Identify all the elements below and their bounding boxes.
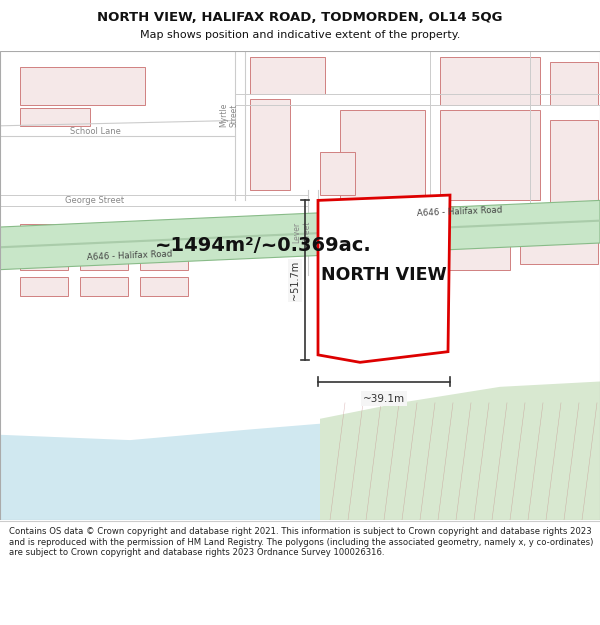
- Polygon shape: [340, 110, 425, 201]
- Polygon shape: [0, 402, 600, 520]
- Text: School Lane: School Lane: [70, 127, 121, 136]
- Text: NORTH VIEW, HALIFAX ROAD, TODMORDEN, OL14 5QG: NORTH VIEW, HALIFAX ROAD, TODMORDEN, OL1…: [97, 11, 503, 24]
- Polygon shape: [550, 62, 598, 104]
- Polygon shape: [440, 57, 540, 104]
- Text: ~51.7m: ~51.7m: [290, 261, 300, 300]
- Polygon shape: [80, 224, 128, 243]
- Polygon shape: [318, 195, 450, 362]
- Polygon shape: [20, 107, 90, 126]
- Text: ~39.1m: ~39.1m: [363, 394, 405, 404]
- Text: ~1494m²/~0.369ac.: ~1494m²/~0.369ac.: [155, 236, 372, 254]
- Polygon shape: [140, 224, 188, 243]
- Polygon shape: [250, 99, 290, 190]
- Text: George Street: George Street: [65, 196, 125, 205]
- Polygon shape: [20, 68, 145, 104]
- Text: Contains OS data © Crown copyright and database right 2021. This information is : Contains OS data © Crown copyright and d…: [9, 528, 593, 557]
- Polygon shape: [520, 211, 598, 264]
- Text: A646 - Halifax Road: A646 - Halifax Road: [417, 206, 503, 218]
- Text: Myrtle
Street: Myrtle Street: [220, 103, 239, 127]
- Polygon shape: [140, 251, 188, 269]
- Text: A646 - Halifax Road: A646 - Halifax Road: [87, 249, 173, 262]
- Polygon shape: [550, 121, 598, 206]
- Polygon shape: [0, 201, 600, 269]
- Polygon shape: [20, 277, 68, 296]
- Polygon shape: [430, 206, 510, 269]
- Polygon shape: [250, 57, 325, 94]
- Polygon shape: [20, 251, 68, 269]
- Polygon shape: [140, 277, 188, 296]
- Polygon shape: [440, 110, 540, 201]
- Text: Map shows position and indicative extent of the property.: Map shows position and indicative extent…: [140, 30, 460, 40]
- Polygon shape: [320, 152, 355, 195]
- Text: Lever
Street: Lever Street: [292, 221, 312, 244]
- Text: NORTH VIEW: NORTH VIEW: [321, 266, 447, 284]
- Polygon shape: [20, 224, 68, 243]
- Polygon shape: [80, 251, 128, 269]
- Polygon shape: [80, 277, 128, 296]
- Polygon shape: [0, 219, 600, 248]
- Polygon shape: [320, 381, 600, 520]
